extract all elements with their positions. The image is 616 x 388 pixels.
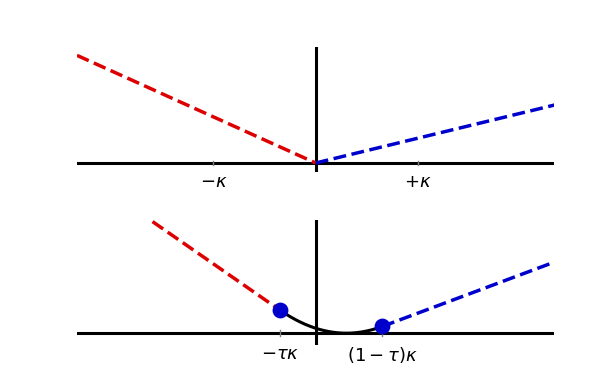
Text: $+\kappa$: $+\kappa$ bbox=[404, 173, 432, 191]
Point bbox=[377, 323, 387, 329]
Point bbox=[275, 307, 285, 313]
Text: $-\tau\kappa$: $-\tau\kappa$ bbox=[261, 345, 299, 362]
Text: $(1-\tau)\kappa$: $(1-\tau)\kappa$ bbox=[347, 345, 418, 364]
Text: $-\kappa$: $-\kappa$ bbox=[200, 173, 227, 191]
